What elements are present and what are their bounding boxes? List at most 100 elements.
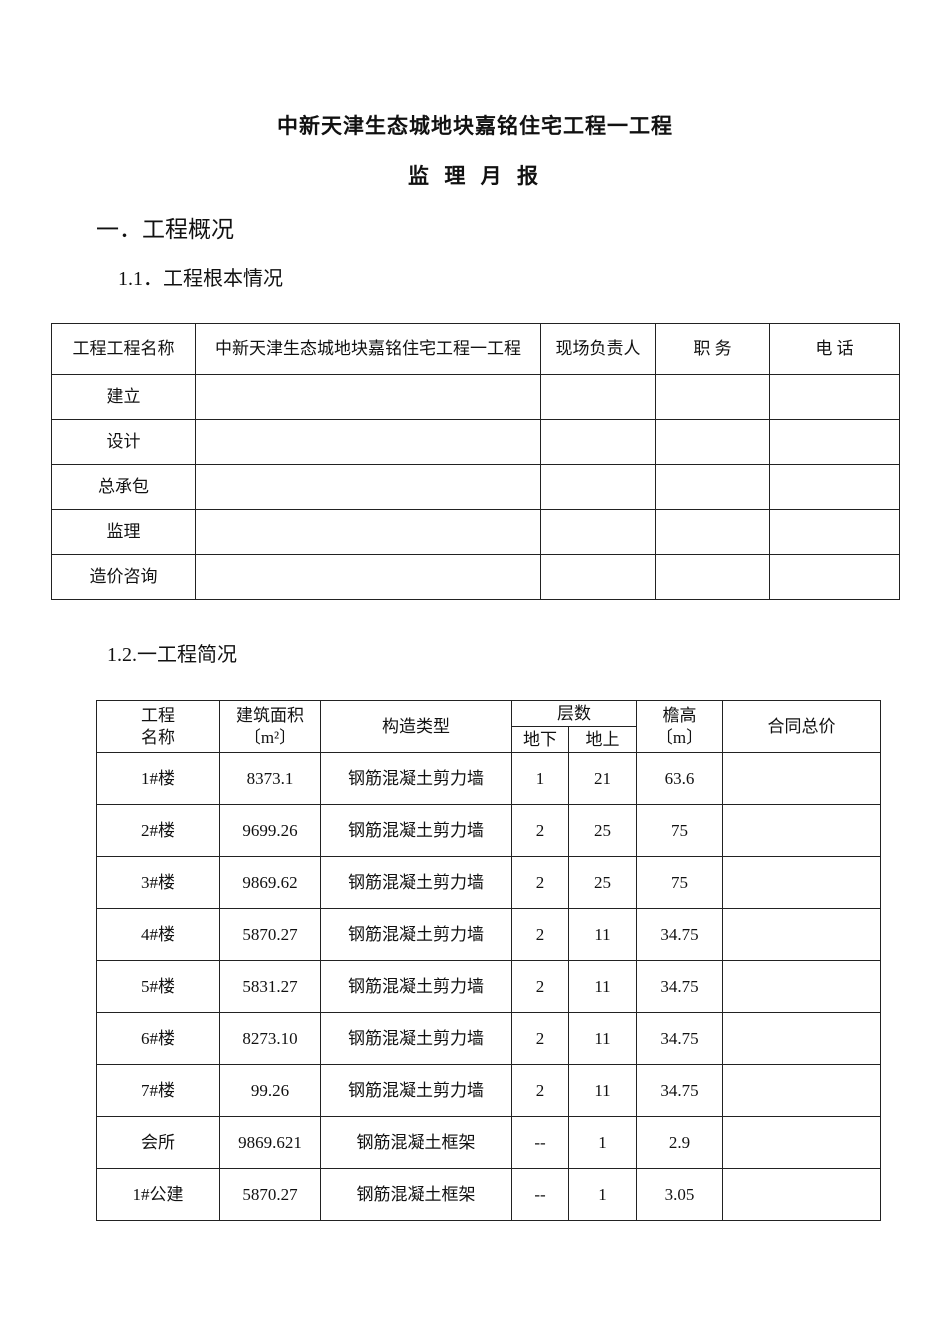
cell-name: 会所 — [96, 1116, 220, 1169]
cell-height: 75 — [636, 804, 723, 857]
cell-above: 11 — [568, 908, 637, 961]
empty-cell — [769, 419, 900, 465]
cell-structure: 钢筋混凝土剪力墙 — [320, 804, 512, 857]
empty-cell — [655, 509, 770, 555]
header-cell: 工程工程名称 — [51, 323, 196, 375]
row-label: 设计 — [51, 419, 196, 465]
cell-area: 5870.27 — [219, 908, 321, 961]
table-row: 6#楼 8273.10 钢筋混凝土剪力墙 2 11 34.75 — [96, 1012, 881, 1065]
cell-price — [722, 1168, 881, 1221]
cell-price — [722, 1012, 881, 1065]
project-summary-table: 工程 名称 建筑面积 〔m²〕 构造类型 层数 檐高 〔m〕 合同总价 地下 地… — [96, 700, 881, 1221]
cell-structure: 钢筋混凝土剪力墙 — [320, 1064, 512, 1117]
table-subheader-row: 地下 地上 — [97, 726, 881, 753]
cell-price — [722, 804, 881, 857]
cell-name: 4#楼 — [96, 908, 220, 961]
cell-structure: 钢筋混凝土剪力墙 — [320, 960, 512, 1013]
header-cell: 合同总价 — [722, 700, 881, 753]
empty-cell — [769, 554, 900, 600]
cell-structure: 钢筋混凝土剪力墙 — [320, 908, 512, 961]
empty-cell — [540, 464, 656, 510]
cell-area: 8273.10 — [219, 1012, 321, 1065]
table-row: 1#楼 8373.1 钢筋混凝土剪力墙 1 21 63.6 — [96, 752, 881, 805]
header-cell: 现场负责人 — [540, 323, 656, 375]
cell-below: 1 — [511, 752, 569, 805]
basic-info-table: 工程工程名称 中新天津生态城地块嘉铭住宅工程一工程 现场负责人 职 务 电 话 … — [51, 323, 900, 600]
cell-area: 9869.621 — [219, 1116, 321, 1169]
empty-cell — [655, 374, 770, 420]
table-row: 1#公建 5870.27 钢筋混凝土框架 -- 1 3.05 — [96, 1168, 881, 1221]
cell-height: 34.75 — [636, 1012, 723, 1065]
header-cell: 地上 — [568, 726, 637, 753]
cell-above: 11 — [568, 1064, 637, 1117]
cell-below: -- — [511, 1116, 569, 1169]
cell-name: 1#楼 — [96, 752, 220, 805]
cell-height: 34.75 — [636, 1064, 723, 1117]
row-label: 造价咨询 — [51, 554, 196, 600]
cell-area: 8373.1 — [219, 752, 321, 805]
cell-above: 11 — [568, 960, 637, 1013]
cell-name: 5#楼 — [96, 960, 220, 1013]
table-row: 设计 — [51, 419, 900, 465]
cell-name: 6#楼 — [96, 1012, 220, 1065]
row-label: 建立 — [51, 374, 196, 420]
header-cell: 工程 名称 — [96, 700, 220, 753]
cell-price — [722, 1064, 881, 1117]
cell-height: 63.6 — [636, 752, 723, 805]
cell-name: 2#楼 — [96, 804, 220, 857]
table-row: 监理 — [51, 509, 900, 555]
cell-area: 5870.27 — [219, 1168, 321, 1221]
cell-height: 34.75 — [636, 960, 723, 1013]
empty-cell — [195, 509, 541, 555]
cell-above: 25 — [568, 804, 637, 857]
cell-name: 3#楼 — [96, 856, 220, 909]
cell-price — [722, 1116, 881, 1169]
document-title: 中新天津生态城地块嘉铭住宅工程一工程 — [277, 114, 673, 138]
header-cell: 职 务 — [655, 323, 770, 375]
cell-above: 25 — [568, 856, 637, 909]
header-cell: 构造类型 — [320, 700, 512, 753]
cell-structure: 钢筋混凝土剪力墙 — [320, 752, 512, 805]
cell-above: 1 — [568, 1168, 637, 1221]
empty-cell — [655, 464, 770, 510]
cell-below: 2 — [511, 1064, 569, 1117]
row-label: 总承包 — [51, 464, 196, 510]
cell-height: 34.75 — [636, 908, 723, 961]
document-subtitle: 监 理 月 报 — [408, 164, 542, 188]
table-row: 3#楼 9869.62 钢筋混凝土剪力墙 2 25 75 — [96, 856, 881, 909]
cell-below: 2 — [511, 804, 569, 857]
section-heading: 一．工程概况 — [96, 217, 234, 242]
subsection-heading: 1.2.一工程简况 — [107, 644, 237, 666]
cell-below: 2 — [511, 1012, 569, 1065]
empty-cell — [540, 419, 656, 465]
cell-below: 2 — [511, 856, 569, 909]
cell-price — [722, 856, 881, 909]
cell-above: 21 — [568, 752, 637, 805]
table-row: 5#楼 5831.27 钢筋混凝土剪力墙 2 11 34.75 — [96, 960, 881, 1013]
cell-structure: 钢筋混凝土框架 — [320, 1168, 512, 1221]
cell-area: 9869.62 — [219, 856, 321, 909]
empty-cell — [769, 374, 900, 420]
table-row: 总承包 — [51, 464, 900, 510]
cell-structure: 钢筋混凝土剪力墙 — [320, 856, 512, 909]
empty-cell — [769, 509, 900, 555]
table-row: 7#楼 99.26 钢筋混凝土剪力墙 2 11 34.75 — [96, 1064, 881, 1117]
cell-below: 2 — [511, 960, 569, 1013]
cell-area: 5831.27 — [219, 960, 321, 1013]
cell-structure: 钢筋混凝土剪力墙 — [320, 1012, 512, 1065]
cell-above: 1 — [568, 1116, 637, 1169]
table-row: 4#楼 5870.27 钢筋混凝土剪力墙 2 11 34.75 — [96, 908, 881, 961]
table-row: 会所 9869.621 钢筋混凝土框架 -- 1 2.9 — [96, 1116, 881, 1169]
cell-height: 2.9 — [636, 1116, 723, 1169]
cell-area: 9699.26 — [219, 804, 321, 857]
cell-name: 1#公建 — [96, 1168, 220, 1221]
row-label: 监理 — [51, 509, 196, 555]
cell-structure: 钢筋混凝土框架 — [320, 1116, 512, 1169]
cell-above: 11 — [568, 1012, 637, 1065]
header-cell: 建筑面积 〔m²〕 — [219, 700, 321, 753]
empty-cell — [769, 464, 900, 510]
table-row: 建立 — [51, 374, 900, 420]
header-cell: 中新天津生态城地块嘉铭住宅工程一工程 — [195, 323, 541, 375]
cell-price — [722, 908, 881, 961]
table-header-row: 工程工程名称 中新天津生态城地块嘉铭住宅工程一工程 现场负责人 职 务 电 话 — [51, 323, 900, 375]
